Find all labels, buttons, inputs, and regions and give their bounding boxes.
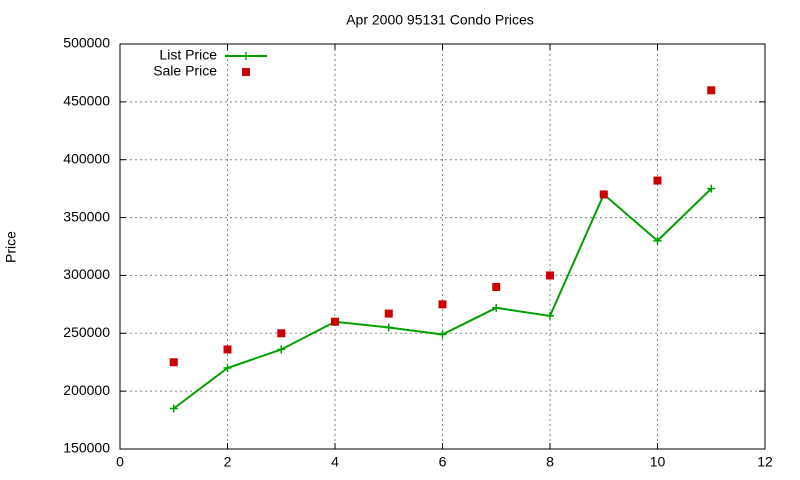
point xyxy=(384,309,393,318)
point xyxy=(223,364,232,372)
point xyxy=(653,176,662,185)
y-tick-label: 150000 xyxy=(63,440,110,456)
point xyxy=(277,345,286,354)
point xyxy=(707,86,716,95)
y-tick-label: 500000 xyxy=(63,35,110,51)
point xyxy=(242,52,250,60)
x-tick-label: 12 xyxy=(757,454,773,470)
point xyxy=(653,236,662,245)
point xyxy=(277,329,286,338)
y-tick-label: 300000 xyxy=(63,266,110,282)
point xyxy=(223,345,232,354)
x-tick-label: 4 xyxy=(331,454,339,470)
y-tick-label: 400000 xyxy=(63,150,110,166)
point xyxy=(169,358,178,367)
x-tick-label: 8 xyxy=(546,454,554,470)
point xyxy=(438,330,447,339)
point xyxy=(546,271,554,280)
chart-title: Apr 2000 95131 Condo Prices xyxy=(346,12,534,28)
x-tick-label: 6 xyxy=(439,454,447,470)
y-tick-label: 350000 xyxy=(63,208,110,224)
point xyxy=(331,317,339,326)
x-tick-label: 10 xyxy=(650,454,666,470)
point xyxy=(707,184,716,193)
point xyxy=(492,283,501,291)
point xyxy=(169,404,178,413)
point xyxy=(492,303,501,312)
y-axis-label: Price xyxy=(3,231,19,263)
y-tick-label: 450000 xyxy=(63,93,110,109)
plot-border xyxy=(119,43,766,450)
point xyxy=(242,68,250,76)
x-tick-label: 0 xyxy=(116,454,124,470)
legend-label: List Price xyxy=(159,47,217,63)
point xyxy=(599,190,608,199)
point xyxy=(384,323,393,332)
y-tick-label: 200000 xyxy=(63,382,110,398)
y-tick-label: 250000 xyxy=(63,324,110,340)
point xyxy=(438,300,447,309)
legend-label: Sale Price xyxy=(153,63,217,79)
point xyxy=(546,311,554,320)
x-tick-label: 2 xyxy=(224,454,232,470)
